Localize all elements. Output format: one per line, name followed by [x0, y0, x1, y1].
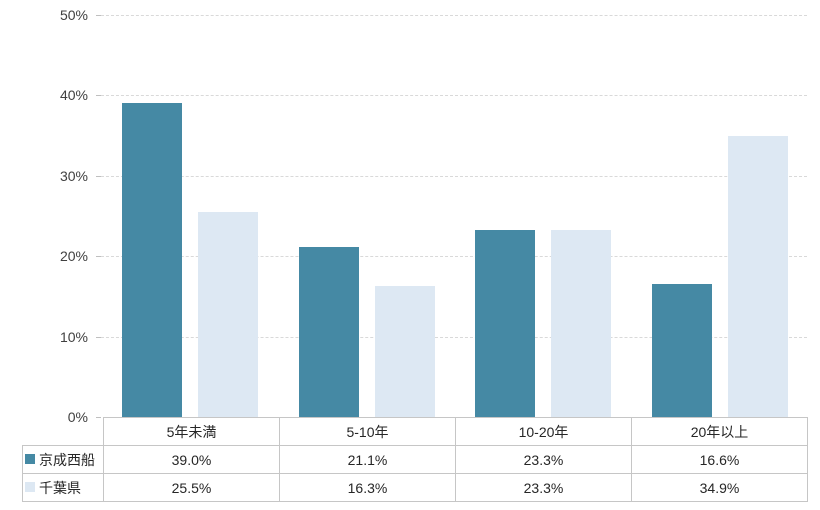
y-axis-tick-label: 40%: [59, 87, 88, 104]
legend-series-label: 千葉県: [39, 479, 81, 496]
plot-area: [101, 15, 807, 417]
y-axis-tick-label: 0%: [67, 409, 88, 425]
gridline: [101, 15, 807, 16]
gridline: [101, 95, 807, 97]
bar-京成西船-5年未満: [122, 103, 182, 417]
bar-千葉県-10-20年: [551, 229, 611, 417]
legend-swatch-icon: [25, 454, 35, 465]
value-cell-京成西船-10-20年: 23.3%: [455, 445, 632, 474]
y-axis-tick-label: 50%: [59, 7, 88, 23]
y-axis-tick-label: 30%: [59, 167, 88, 184]
chart-data-table: 5年未満 5-10年 10-20年 20年以上京成西船 39.0% 21.1% 23.3% 1…: [22, 417, 808, 502]
value-cell-千葉県-5-10年: 16.3%: [279, 473, 456, 502]
legend-swatch-icon: [25, 482, 35, 493]
gridline: [101, 175, 807, 177]
y-axis-tick: [96, 15, 101, 16]
legend-series-label: 京成西船: [39, 451, 95, 468]
value-cell-千葉県-5年未満: 25.5%: [103, 473, 280, 502]
value-cell-京成西船-20年以上: 16.6%: [631, 445, 808, 474]
bar-京成西船-10-20年: [475, 229, 535, 417]
table-corner-blank: [23, 418, 104, 446]
y-axis-tick: [96, 417, 101, 418]
bar-京成西船-20年以上: [651, 283, 712, 417]
y-axis-tick: [96, 256, 101, 258]
bar-千葉県-20年以上: [727, 136, 788, 417]
value-cell-京成西船-5-10年: 21.1%: [279, 445, 456, 474]
category-header-cell: 20年以上: [631, 417, 808, 446]
legend-cell-京成西船: 京成西船: [22, 445, 104, 474]
legend-cell-千葉県: 千葉県: [22, 473, 104, 502]
y-axis-tick: [96, 175, 101, 177]
category-header-cell: 10-20年: [455, 417, 632, 446]
category-header-cell: 5-10年: [279, 417, 456, 446]
category-header-cell: 5年未満: [103, 417, 280, 446]
y-axis-tick-label: 10%: [59, 328, 88, 345]
value-cell-千葉県-20年以上: 34.9%: [631, 473, 808, 502]
bar-千葉県-5-10年: [374, 285, 435, 417]
value-cell-京成西船-5年未満: 39.0%: [103, 445, 280, 474]
bar-千葉県-5年未満: [198, 212, 258, 417]
y-axis-tick: [96, 95, 101, 97]
value-cell-千葉県-10-20年: 23.3%: [455, 473, 632, 502]
y-axis-tick: [96, 336, 101, 338]
gridline: [101, 256, 807, 258]
bar-京成西船-5-10年: [298, 247, 359, 417]
y-axis-tick-label: 20%: [59, 248, 88, 265]
gridline: [101, 336, 807, 338]
